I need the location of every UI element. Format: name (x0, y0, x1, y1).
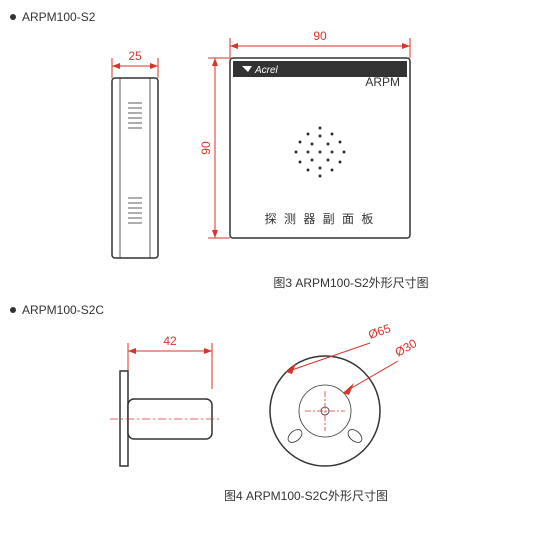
title-text-2: ARPM100-S2C (22, 303, 104, 317)
section-1-title: ARPM100-S2 (10, 10, 542, 24)
dim-top-front-text: 90 (313, 29, 327, 43)
figure-2-caption: 图4 ARPM100-S2C外形尺寸图 (10, 487, 542, 504)
cylinder-front-svg: Ø65 Ø30 (250, 321, 430, 481)
dim-top-side-text: 25 (128, 49, 142, 63)
model-small-text: ARPM (365, 75, 400, 89)
bullet-dot-2 (10, 307, 16, 313)
bullet-dot (10, 14, 16, 20)
front-view-svg: 90 90 Acrel ARPM 探 测 器 副 面 板 (200, 28, 450, 268)
side-view-svg: 25 (90, 48, 180, 268)
brand-text: Acrel (254, 65, 279, 76)
figure-1-caption: 图3 ARPM100-S2外形尺寸图 (10, 274, 542, 291)
panel-label-text: 探 测 器 副 面 板 (265, 212, 376, 226)
dim-side-front-text: 90 (200, 141, 213, 155)
dim-top-front: 90 (230, 29, 410, 58)
figure-1-row: 25 90 (10, 28, 542, 268)
dim-length-text: 42 (163, 334, 177, 348)
dim-side-front: 90 (200, 58, 230, 238)
dim-length: 42 (128, 334, 212, 389)
dim-dia-outer-text: Ø65 (366, 321, 392, 342)
dim-dia-inner-text: Ø30 (393, 336, 420, 360)
figure-2-row: 42 Ø65 Ø30 (10, 321, 542, 481)
section-2-title: ARPM100-S2C (10, 303, 542, 317)
title-text: ARPM100-S2 (22, 10, 95, 24)
cylinder-side-svg: 42 (90, 331, 230, 481)
dim-top-side: 25 (112, 49, 158, 78)
